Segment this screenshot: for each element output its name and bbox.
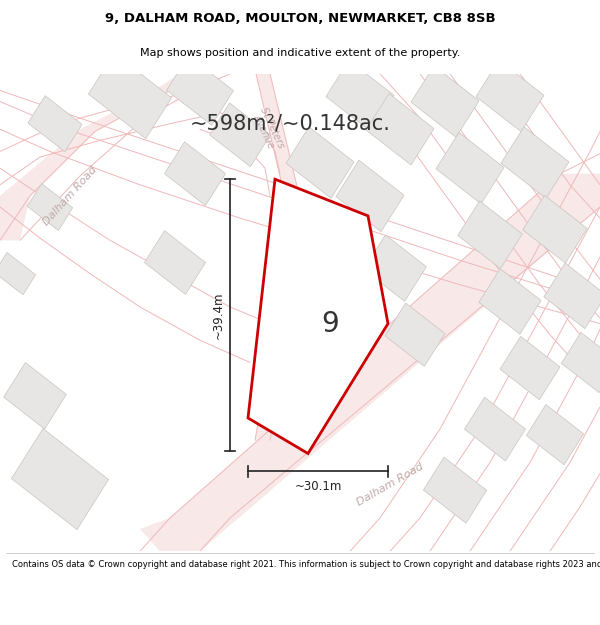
Polygon shape [476, 60, 544, 132]
Polygon shape [326, 60, 394, 132]
Polygon shape [240, 74, 310, 440]
Polygon shape [88, 53, 172, 139]
Text: 9, DALHAM ROAD, MOULTON, NEWMARKET, CB8 8SB: 9, DALHAM ROAD, MOULTON, NEWMARKET, CB8 … [104, 12, 496, 25]
Polygon shape [167, 56, 233, 125]
Polygon shape [140, 174, 600, 551]
Polygon shape [501, 127, 569, 198]
Polygon shape [11, 429, 109, 529]
Polygon shape [364, 235, 427, 301]
Polygon shape [336, 160, 404, 232]
Polygon shape [4, 362, 67, 429]
Polygon shape [562, 332, 600, 392]
Polygon shape [436, 132, 504, 204]
Polygon shape [27, 184, 73, 231]
Polygon shape [526, 404, 584, 465]
Polygon shape [0, 253, 35, 295]
Polygon shape [286, 127, 354, 198]
Text: 9: 9 [321, 309, 339, 338]
Polygon shape [464, 398, 526, 461]
Polygon shape [385, 303, 445, 366]
Text: Dalham Road: Dalham Road [41, 164, 99, 228]
Polygon shape [500, 336, 560, 399]
Polygon shape [366, 94, 434, 165]
Polygon shape [266, 304, 323, 365]
Text: ~598m²/~0.148ac.: ~598m²/~0.148ac. [190, 114, 391, 134]
Polygon shape [523, 196, 587, 263]
Text: St Peters
Avenue: St Peters Avenue [250, 105, 286, 153]
Polygon shape [411, 66, 479, 138]
Polygon shape [424, 458, 487, 523]
Text: Contains OS data © Crown copyright and database right 2021. This information is : Contains OS data © Crown copyright and d… [12, 560, 600, 569]
Polygon shape [28, 96, 82, 152]
Polygon shape [544, 263, 600, 329]
Polygon shape [458, 201, 522, 269]
Polygon shape [164, 142, 226, 206]
Text: Dalham Road: Dalham Road [355, 461, 425, 508]
Text: ~30.1m: ~30.1m [295, 481, 341, 493]
Polygon shape [209, 103, 271, 167]
Polygon shape [479, 269, 541, 334]
Text: ~39.4m: ~39.4m [212, 291, 224, 339]
Polygon shape [248, 179, 388, 454]
Text: Map shows position and indicative extent of the property.: Map shows position and indicative extent… [140, 48, 460, 58]
Polygon shape [145, 231, 206, 294]
Polygon shape [296, 216, 364, 287]
Polygon shape [0, 74, 200, 241]
